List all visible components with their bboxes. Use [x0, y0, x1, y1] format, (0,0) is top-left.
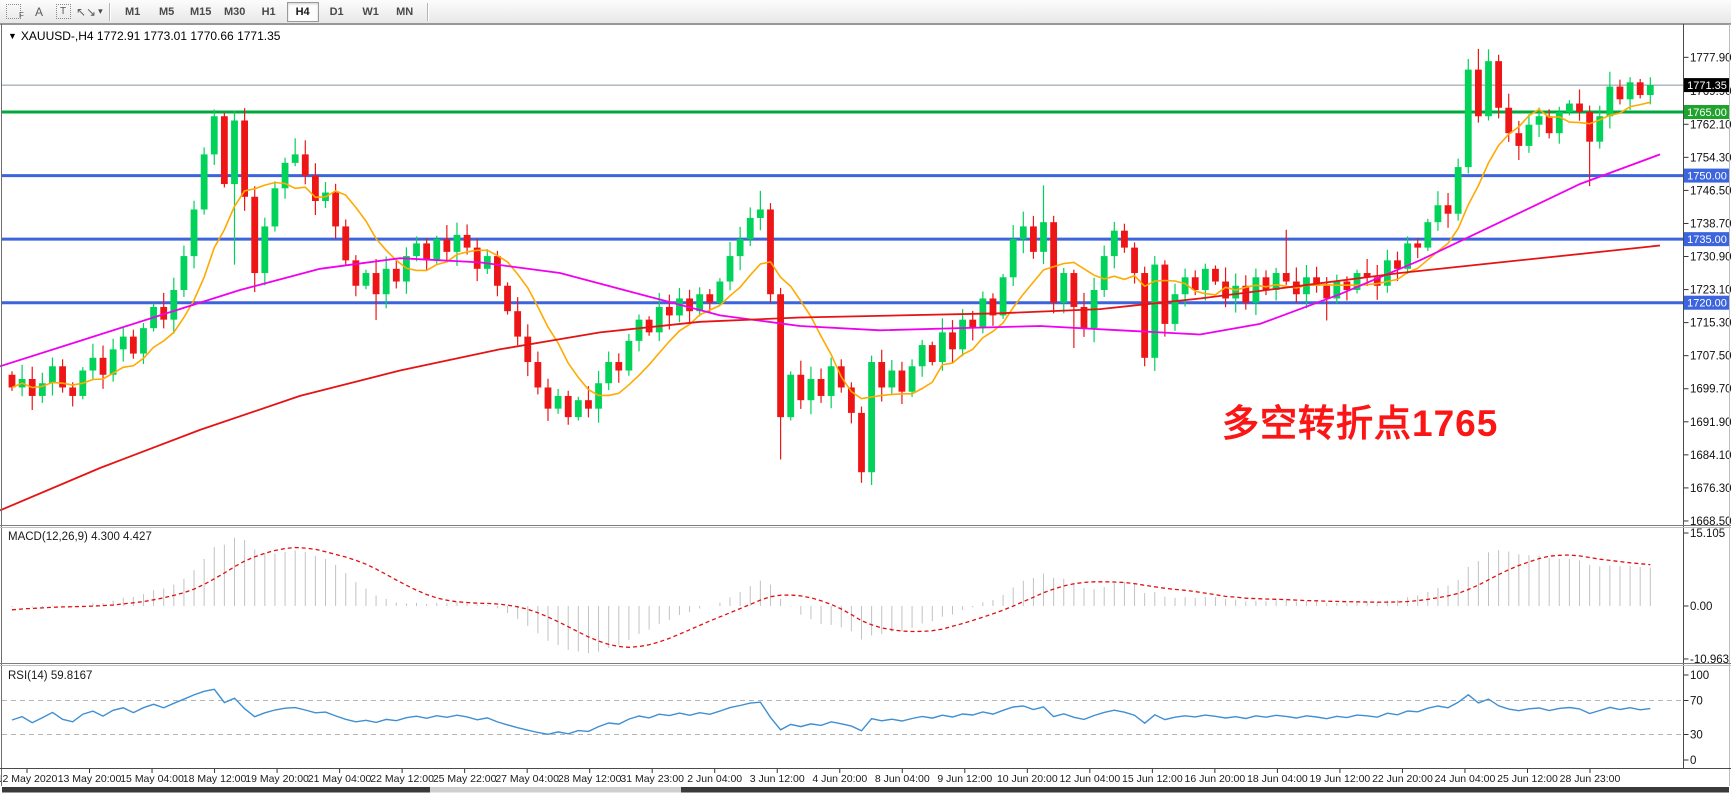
text-label-icon[interactable]: T	[52, 3, 74, 21]
svg-text:9 Jun 12:00: 9 Jun 12:00	[937, 773, 992, 785]
chart-canvas[interactable]: 1777.901769.901762.101754.301746.501738.…	[0, 24, 1731, 793]
price-tag-1765.00	[1684, 105, 1730, 119]
scrollbar-thumb[interactable]	[430, 787, 681, 793]
svg-text:1771.35: 1771.35	[1687, 80, 1727, 92]
timeframe-button-m5[interactable]: M5	[159, 5, 175, 18]
svg-text:25 May 22:00: 25 May 22:00	[433, 773, 497, 785]
svg-text:3 Jun 12:00: 3 Jun 12:00	[750, 773, 805, 785]
timeframe-button-h4[interactable]: H4	[286, 1, 319, 22]
svg-text:31 May 23:00: 31 May 23:00	[620, 773, 684, 785]
svg-text:1750.00: 1750.00	[1687, 171, 1727, 183]
svg-text:19 May 20:00: 19 May 20:00	[245, 773, 309, 785]
svg-text:15 Jun 12:00: 15 Jun 12:00	[1122, 773, 1183, 785]
magenta-moving-average	[0, 153, 1661, 368]
svg-text:27 May 04:00: 27 May 04:00	[495, 773, 559, 785]
price-tag-1750.00	[1684, 168, 1730, 183]
svg-text:0: 0	[1690, 755, 1696, 767]
svg-text:1699.70: 1699.70	[1690, 384, 1731, 396]
rsi-line	[11, 688, 1651, 736]
price-axis[interactable]: 1777.901769.901762.101754.301746.501738.…	[1683, 52, 1731, 528]
svg-text:4 Jun 20:00: 4 Jun 20:00	[812, 773, 867, 785]
svg-text:1684.10: 1684.10	[1690, 450, 1731, 462]
toolbar: F A T ↖↘ ▾ M1 M5 M15 M30 H1 H4 D1 W1 MN	[0, 0, 1731, 24]
svg-text:1730.90: 1730.90	[1690, 252, 1731, 264]
macd-histogram	[11, 537, 1651, 654]
svg-text:1765.00: 1765.00	[1687, 107, 1727, 119]
scrollbar-track[interactable]	[2, 787, 430, 793]
svg-text:1707.50: 1707.50	[1690, 351, 1731, 363]
svg-text:18 May 12:00: 18 May 12:00	[183, 773, 247, 785]
svg-text:28 May 12:00: 28 May 12:00	[558, 773, 622, 785]
svg-text:70: 70	[1690, 696, 1703, 708]
svg-text:15.105: 15.105	[1690, 528, 1725, 540]
svg-text:1715.30: 1715.30	[1690, 318, 1731, 330]
chart-dropdown-icon[interactable]: ▼	[8, 31, 17, 41]
macd-indicator-label: MACD(12,26,9) 4.300 4.427	[8, 531, 152, 543]
timeframe-button-d1[interactable]: D1	[329, 5, 344, 18]
svg-text:19 Jun 12:00: 19 Jun 12:00	[1310, 773, 1371, 785]
cursor-arrows-icon[interactable]: ↖↘ ▾	[76, 4, 103, 19]
svg-text:1754.30: 1754.30	[1690, 152, 1731, 164]
rsi-indicator-label: RSI(14) 59.8167	[8, 670, 93, 682]
timeframe-button-mn[interactable]: MN	[396, 5, 414, 18]
svg-text:1746.50: 1746.50	[1690, 185, 1731, 197]
timeframe-button-m15[interactable]: M15	[189, 5, 212, 18]
timeframe-button-m30[interactable]: M30	[223, 5, 246, 18]
dropdown-caret-icon[interactable]: ▾	[98, 6, 103, 16]
svg-text:28 Jun 23:00: 28 Jun 23:00	[1560, 773, 1621, 785]
toolbar-separator	[108, 2, 111, 21]
price-tag-1720.00	[1684, 295, 1730, 310]
svg-text:22 Jun 20:00: 22 Jun 20:00	[1372, 773, 1433, 785]
chart-title-text: XAUUSD-,H4 1772.91 1773.01 1770.66 1771.…	[20, 29, 281, 43]
svg-text:1668.50: 1668.50	[1690, 516, 1731, 528]
svg-text:1735.00: 1735.00	[1687, 234, 1727, 246]
svg-text:-10.963: -10.963	[1690, 654, 1729, 666]
timeframe-button-h1[interactable]: H1	[261, 5, 276, 18]
svg-text:30: 30	[1690, 730, 1703, 742]
svg-text:10 Jun 20:00: 10 Jun 20:00	[997, 773, 1058, 785]
svg-text:12 Jun 04:00: 12 Jun 04:00	[1059, 773, 1120, 785]
main-chart-pane[interactable]	[0, 48, 1683, 512]
svg-text:1762.10: 1762.10	[1690, 119, 1731, 131]
chart-title: ▼ XAUUSD-,H4 1772.91 1773.01 1770.66 1771…	[8, 29, 280, 43]
svg-text:1723.10: 1723.10	[1690, 285, 1731, 297]
scrollbar-track[interactable]	[681, 787, 1729, 793]
svg-text:21 May 04:00: 21 May 04:00	[308, 773, 372, 785]
macd-pane[interactable]: 15.105 0.00 -10.963	[11, 528, 1729, 666]
font-a-icon[interactable]: A	[34, 4, 43, 19]
red-moving-average	[0, 244, 1661, 512]
svg-text:1676.30: 1676.30	[1690, 483, 1731, 495]
svg-text:0.00: 0.00	[1690, 601, 1712, 613]
timeframe-button-m1[interactable]: M1	[125, 5, 141, 18]
svg-text:2 Jun 04:00: 2 Jun 04:00	[687, 773, 742, 785]
svg-text:13 May 20:00: 13 May 20:00	[58, 773, 122, 785]
grid-pointer-icon[interactable]: F	[4, 3, 26, 21]
svg-text:1777.90: 1777.90	[1690, 52, 1731, 64]
svg-text:16 Jun 20:00: 16 Jun 20:00	[1185, 773, 1246, 785]
svg-text:8 Jun 04:00: 8 Jun 04:00	[875, 773, 930, 785]
candlestick-series[interactable]	[8, 48, 1654, 485]
svg-text:18 Jun 04:00: 18 Jun 04:00	[1247, 773, 1308, 785]
svg-text:15 May 04:00: 15 May 04:00	[120, 773, 184, 785]
svg-text:100: 100	[1690, 670, 1709, 682]
svg-text:24 Jun 04:00: 24 Jun 04:00	[1435, 773, 1496, 785]
chart-annotation-text[interactable]: 多空转折点1765	[1222, 403, 1499, 444]
current-price-tag	[1684, 78, 1730, 93]
price-tag-1735.00	[1684, 232, 1730, 247]
svg-text:22 May 12:00: 22 May 12:00	[370, 773, 434, 785]
rsi-pane[interactable]: 100 70 30 0	[2, 670, 1709, 767]
svg-text:25 Jun 12:00: 25 Jun 12:00	[1497, 773, 1558, 785]
macd-signal-line	[11, 546, 1651, 648]
svg-text:1720.00: 1720.00	[1687, 298, 1727, 310]
timeframe-button-w1[interactable]: W1	[362, 5, 379, 18]
svg-text:1691.90: 1691.90	[1690, 417, 1731, 429]
toolbar-separator	[426, 2, 429, 21]
orange-moving-average	[11, 101, 1651, 400]
svg-text:12 May 2020: 12 May 2020	[0, 773, 58, 785]
svg-text:1738.70: 1738.70	[1690, 218, 1731, 230]
